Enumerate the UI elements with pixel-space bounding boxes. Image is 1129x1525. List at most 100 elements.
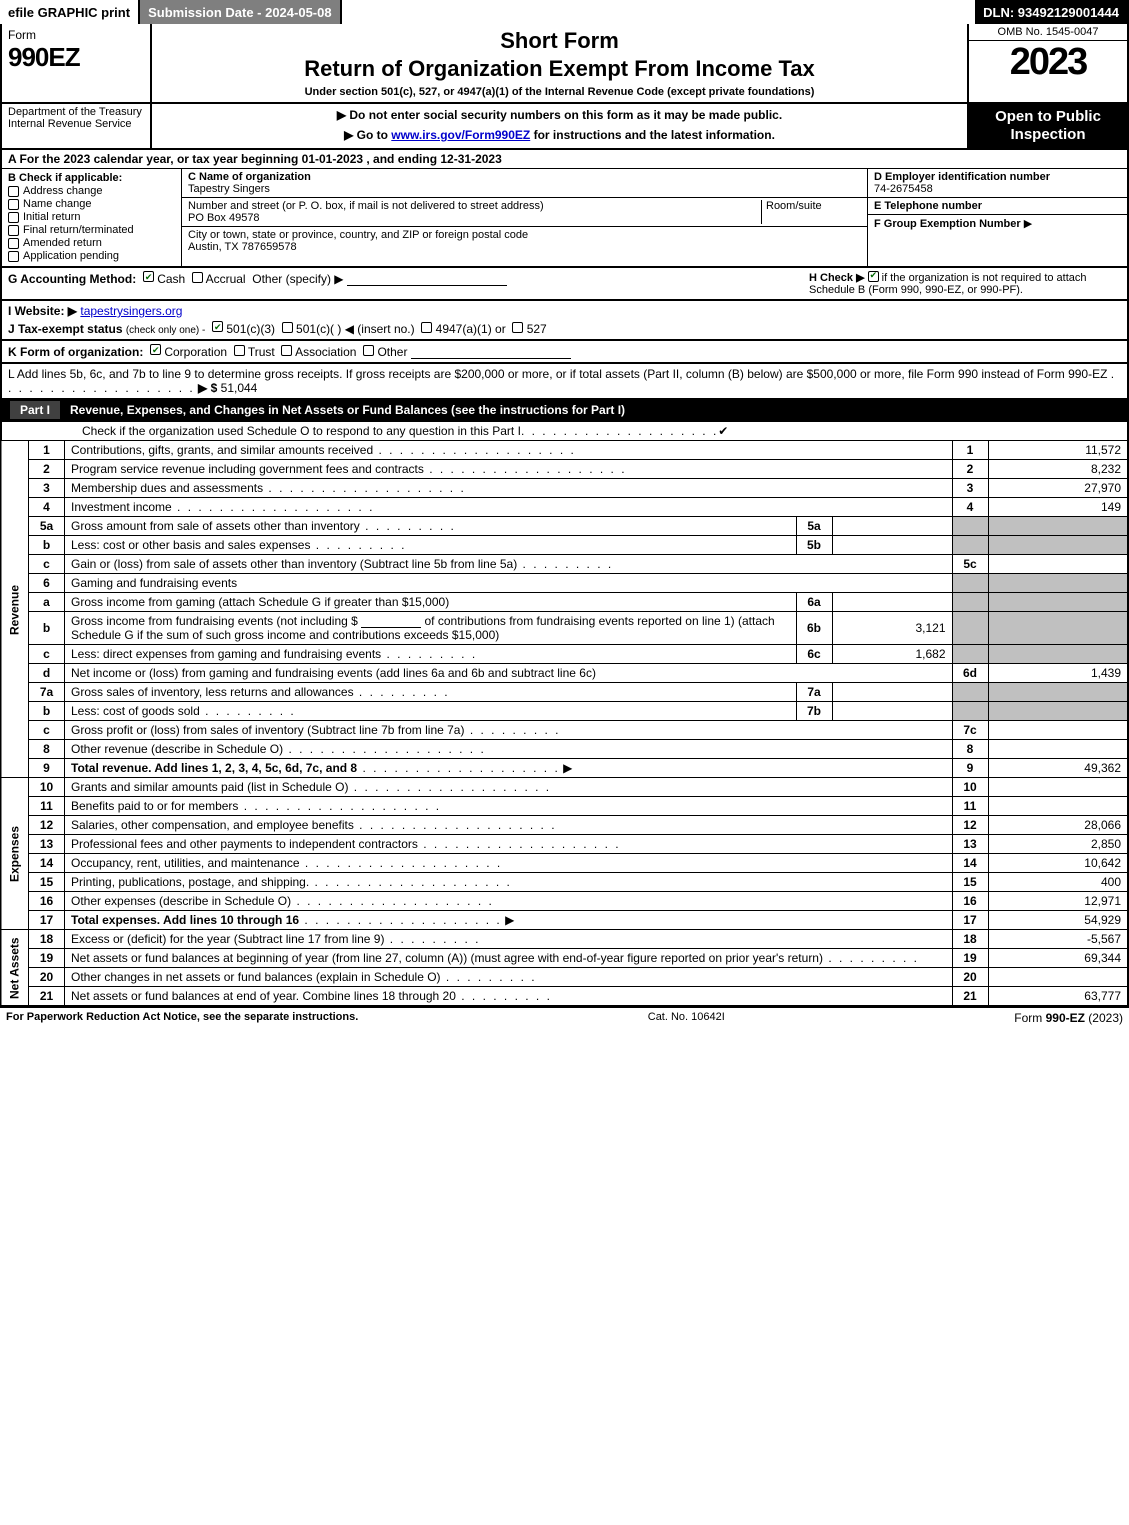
irs-link[interactable]: www.irs.gov/Form990EZ (391, 128, 530, 142)
line-desc: Total revenue. Add lines 1, 2, 3, 4, 5c,… (71, 761, 357, 775)
line-num: c (29, 645, 65, 664)
part-i-title: Revenue, Expenses, and Changes in Net As… (70, 403, 625, 417)
org-addr-label: Number and street (or P. O. box, if mail… (188, 200, 544, 212)
line-num: b (29, 536, 65, 555)
dots (300, 856, 503, 870)
line-desc: Investment income (71, 500, 172, 514)
line-num: 18 (29, 930, 65, 949)
phone-row: E Telephone number (868, 198, 1127, 215)
shaded-cell (952, 517, 988, 536)
paperwork-notice: For Paperwork Reduction Act Notice, see … (6, 1011, 358, 1025)
dots (299, 913, 502, 927)
chk-other-org[interactable] (363, 345, 374, 356)
line-amount: 69,344 (988, 949, 1128, 968)
chk-assoc[interactable] (281, 345, 292, 356)
under-section-note: Under section 501(c), 527, or 4947(a)(1)… (162, 86, 957, 98)
line-amount: 149 (988, 498, 1128, 517)
dept-line2: Internal Revenue Service (8, 118, 132, 130)
line-8: 8 Other revenue (describe in Schedule O)… (1, 740, 1128, 759)
form-label: Form (8, 28, 144, 42)
note-no-ssn: Do not enter social security numbers on … (162, 108, 957, 122)
line-desc: Occupancy, rent, utilities, and maintena… (71, 856, 300, 870)
open-to-public: Open to Public Inspection (969, 104, 1127, 148)
form-ref: Form 990-EZ (2023) (1014, 1011, 1123, 1025)
line-20: 20 Other changes in net assets or fund b… (1, 968, 1128, 987)
chk-h[interactable] (868, 271, 879, 282)
dots (263, 481, 466, 495)
omb-number: OMB No. 1545-0047 (969, 24, 1127, 41)
chk-label: Application pending (23, 250, 119, 262)
opt-527: 527 (527, 322, 547, 336)
line-desc: Gross amount from sale of assets other t… (71, 519, 360, 533)
line-amount: 8,232 (988, 460, 1128, 479)
org-name-label: C Name of organization (188, 171, 311, 183)
line-6d: d Net income or (loss) from gaming and f… (1, 664, 1128, 683)
chk-name-change[interactable]: Name change (8, 198, 175, 210)
chk-4947[interactable] (421, 322, 432, 333)
chk-corp[interactable] (150, 344, 161, 355)
chk-501c[interactable] (282, 322, 293, 333)
chk-initial-return[interactable]: Initial return (8, 211, 175, 223)
shaded-cell (988, 612, 1128, 645)
col-b-checkboxes: B Check if applicable: Address change Na… (2, 169, 182, 266)
website-link[interactable]: tapestrysingers.org (80, 304, 182, 318)
chk-501c3[interactable] (212, 321, 223, 332)
line-desc: Membership dues and assessments (71, 481, 263, 495)
line-desc: Gaming and fundraising events (71, 576, 237, 590)
line-desc: Net assets or fund balances at end of ye… (71, 989, 456, 1003)
chk-label: Address change (23, 185, 103, 197)
line-num: a (29, 593, 65, 612)
other-specify-input[interactable] (347, 272, 507, 286)
contrib-amount-input[interactable] (361, 614, 421, 628)
submission-date: Submission Date - 2024-05-08 (140, 0, 342, 24)
chk-accrual[interactable] (192, 272, 203, 283)
dots (441, 970, 537, 984)
group-exemption-row: F Group Exemption Number ▶ (868, 215, 1127, 266)
efile-label[interactable]: efile GRAPHIC print (0, 0, 140, 24)
shaded-cell (952, 612, 988, 645)
sub-amount (832, 536, 952, 555)
line-desc: Salaries, other compensation, and employ… (71, 818, 354, 832)
line-num: 2 (29, 460, 65, 479)
shaded-cell (952, 645, 988, 664)
line-num: 9 (29, 759, 65, 778)
chk-address-change[interactable]: Address change (8, 185, 175, 197)
other-org-input[interactable] (411, 345, 571, 359)
line-num: 6 (29, 574, 65, 593)
phone-label: E Telephone number (874, 200, 982, 212)
line-6c: c Less: direct expenses from gaming and … (1, 645, 1128, 664)
dots (521, 424, 718, 438)
chk-application-pending[interactable]: Application pending (8, 250, 175, 262)
l-value: 51,044 (221, 381, 258, 395)
line-num: 17 (29, 911, 65, 930)
line-amount: 49,362 (988, 759, 1128, 778)
line-num: 12 (29, 816, 65, 835)
org-city-value: Austin, TX 787659578 (188, 241, 297, 253)
h-label: H Check ▶ (809, 272, 865, 284)
chk-schedule-o[interactable]: ✔ (718, 424, 728, 438)
line-num: 16 (29, 892, 65, 911)
line-desc: Gross profit or (loss) from sales of inv… (71, 723, 464, 737)
shaded-cell (988, 517, 1128, 536)
shaded-cell (952, 702, 988, 721)
j-label: J Tax-exempt status (8, 322, 123, 336)
part-i-label: Part I (10, 401, 60, 419)
line-12: 12 Salaries, other compensation, and emp… (1, 816, 1128, 835)
chk-trust[interactable] (234, 345, 245, 356)
chk-final-return[interactable]: Final return/terminated (8, 224, 175, 236)
chk-amended-return[interactable]: Amended return (8, 237, 175, 249)
chk-cash[interactable] (143, 271, 154, 282)
line-desc: Gross income from gaming (attach Schedul… (71, 595, 449, 609)
part-i-check-note: Check if the organization used Schedule … (0, 422, 1129, 440)
sub-ref: 7a (796, 683, 832, 702)
dept-line1: Department of the Treasury (8, 106, 142, 118)
tax-year: 2023 (969, 41, 1127, 84)
dots (464, 723, 560, 737)
line-18: Net Assets 18 Excess or (deficit) for th… (1, 930, 1128, 949)
line-ref: 6d (952, 664, 988, 683)
chk-527[interactable] (512, 322, 523, 333)
checkbox-icon (8, 238, 19, 249)
topbar-spacer (342, 0, 976, 24)
note-goto-pre: Go to (357, 128, 392, 142)
identity-block: B Check if applicable: Address change Na… (0, 168, 1129, 268)
